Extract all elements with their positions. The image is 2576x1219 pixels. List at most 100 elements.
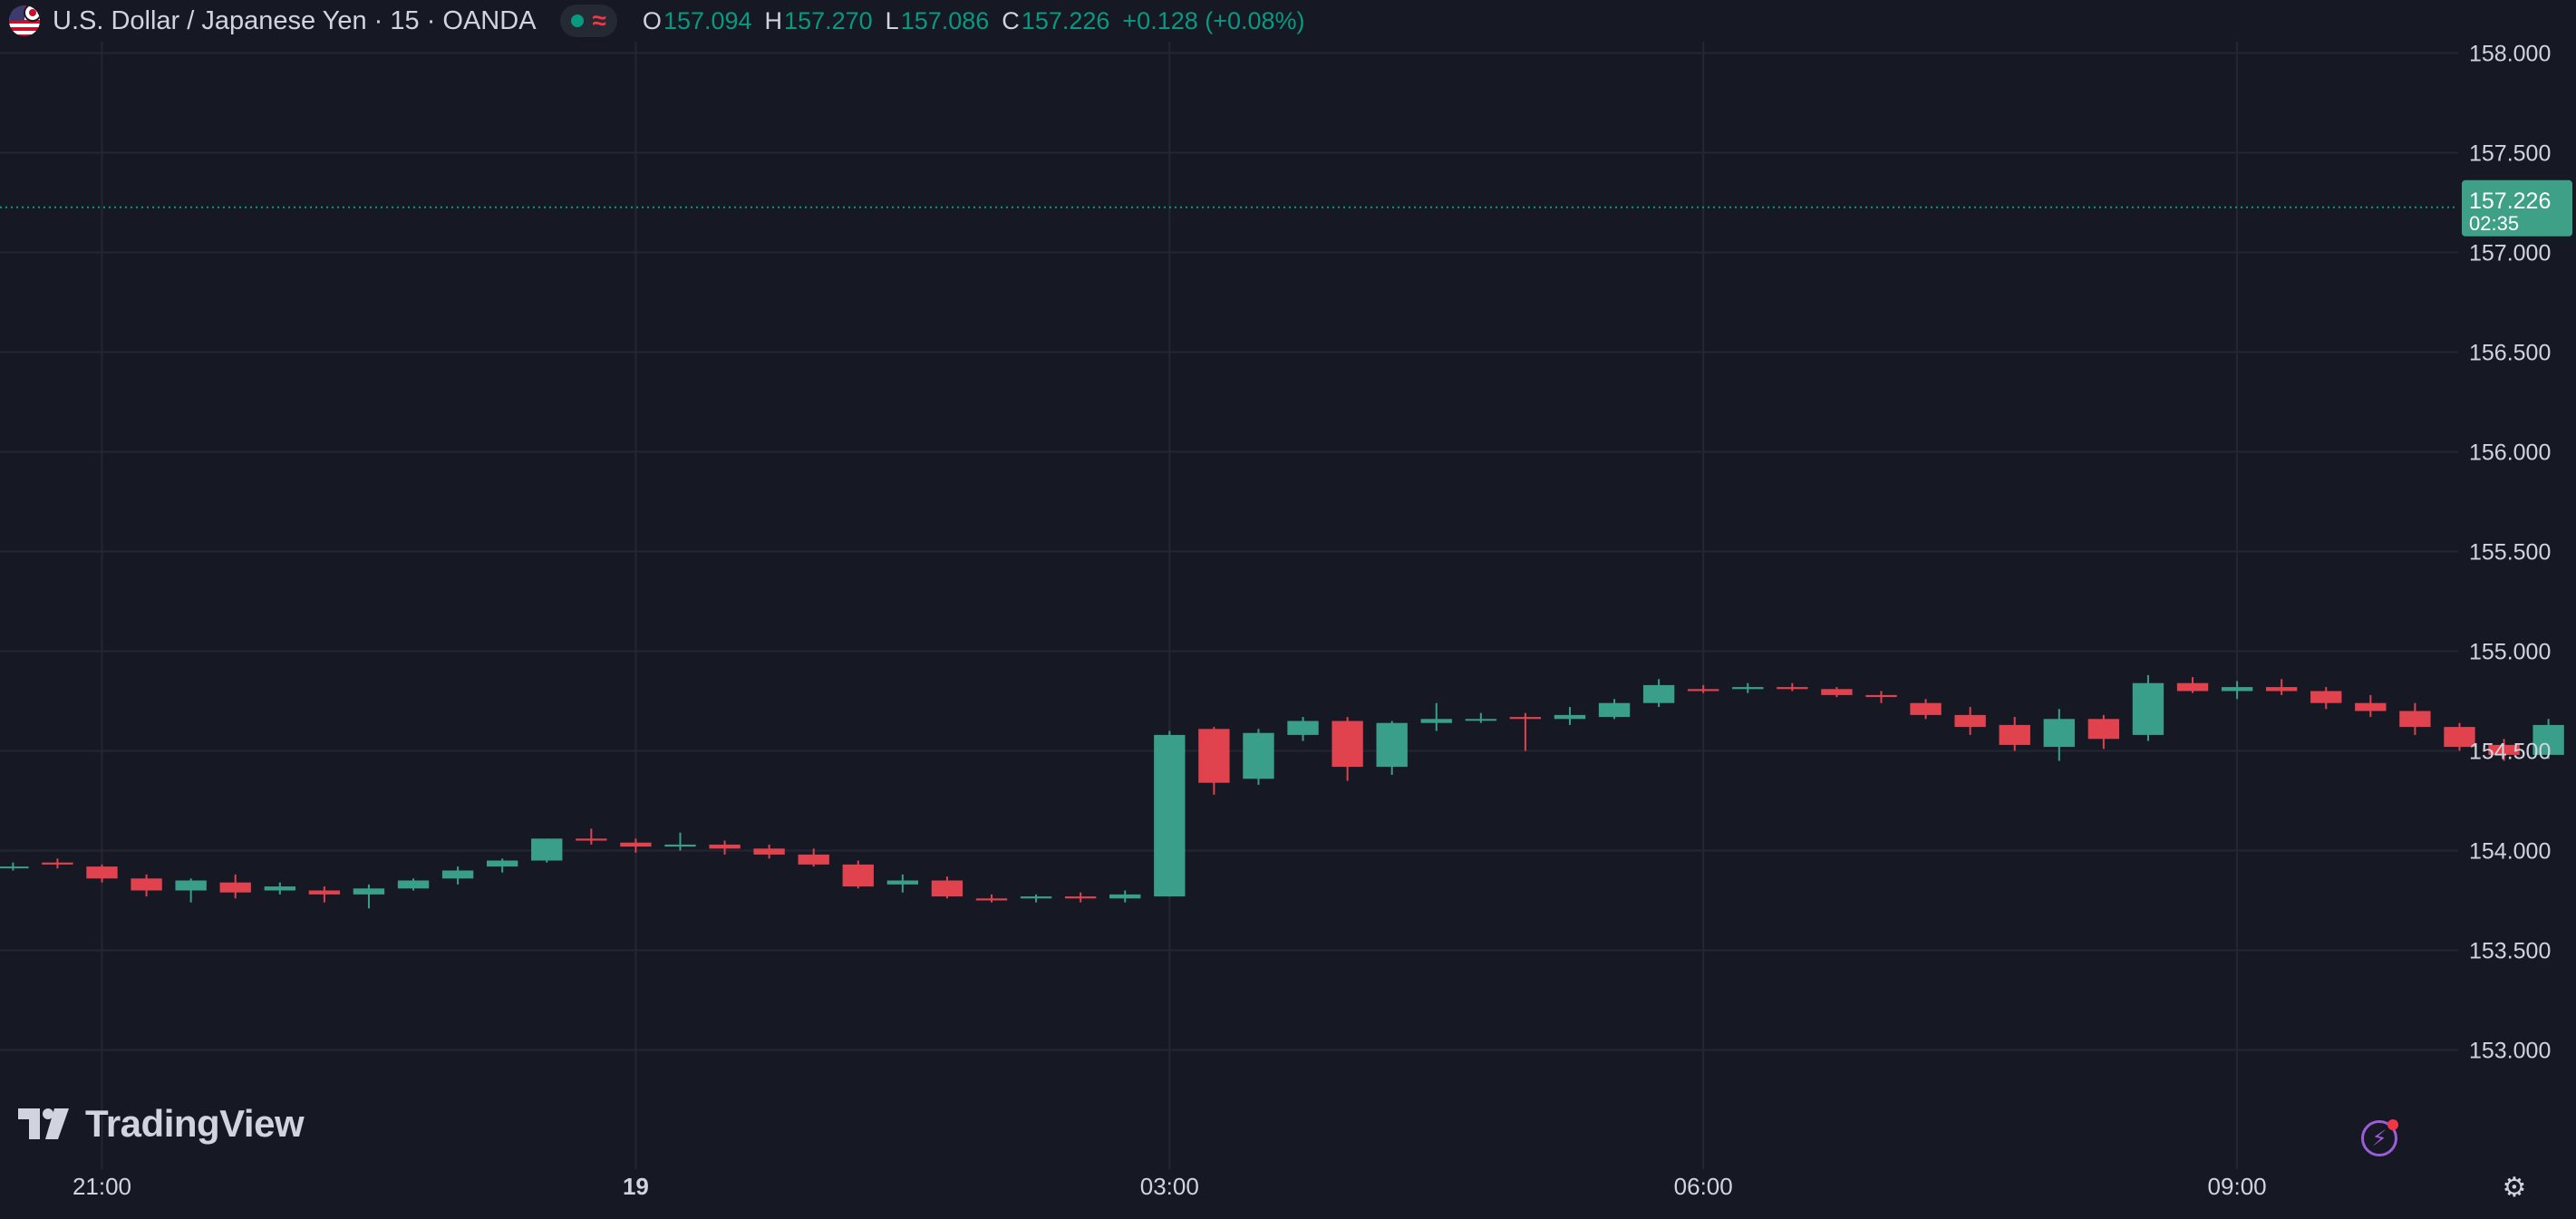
candle-body[interactable]: [2265, 687, 2298, 692]
candle-body[interactable]: [1465, 719, 1497, 721]
candle-up[interactable]: [486, 858, 518, 873]
candle-body[interactable]: [2355, 702, 2387, 711]
candle-down[interactable]: [2488, 739, 2520, 761]
candle-body[interactable]: [2310, 691, 2342, 703]
candle-up[interactable]: [1020, 894, 1052, 903]
candle-body[interactable]: [1243, 732, 1274, 779]
candle-down[interactable]: [842, 860, 874, 889]
candle-body[interactable]: [1198, 729, 1230, 783]
candle-body[interactable]: [753, 848, 785, 855]
candle-body[interactable]: [1064, 896, 1097, 899]
candle-body[interactable]: [842, 864, 874, 887]
candle-body[interactable]: [531, 838, 563, 861]
candle-up[interactable]: [1598, 699, 1631, 720]
candle-up[interactable]: [1554, 707, 1586, 725]
candle-body[interactable]: [975, 898, 1008, 901]
candle-body[interactable]: [2087, 719, 2120, 740]
candle-up[interactable]: [264, 882, 295, 895]
candle-down[interactable]: [975, 894, 1008, 903]
candle-body[interactable]: [1999, 724, 2030, 745]
candle-down[interactable]: [131, 874, 162, 897]
candle-up[interactable]: [441, 866, 474, 885]
symbol-title[interactable]: U.S. Dollar / Japanese Yen · 15 · OANDA: [53, 5, 537, 35]
candle-body[interactable]: [397, 880, 430, 889]
candle-down[interactable]: [1064, 892, 1097, 903]
candle-down[interactable]: [2399, 702, 2431, 735]
candle-body[interactable]: [1642, 684, 1675, 703]
candle-down[interactable]: [2444, 722, 2475, 751]
candle-down[interactable]: [1688, 684, 1719, 693]
candle-body[interactable]: [798, 854, 829, 865]
candle-down[interactable]: [1198, 727, 1230, 795]
candle-up[interactable]: [886, 874, 919, 893]
candle-body[interactable]: [1821, 689, 1853, 695]
candle-down[interactable]: [2355, 694, 2387, 718]
tradingview-logo[interactable]: TradingView: [18, 1102, 305, 1146]
candle-body[interactable]: [1732, 687, 1764, 690]
time-axis[interactable]: 21:001903:0006:0009:0012:0015:0018:0021:…: [73, 1173, 2576, 1200]
candle-down[interactable]: [576, 828, 607, 845]
candle-down[interactable]: [753, 844, 785, 859]
price-axis[interactable]: 158.000 157.500 157.000 156.500 156.000 155.5…: [2469, 42, 2551, 1064]
candles[interactable]: [0, 67, 2576, 923]
candle-body[interactable]: [1509, 717, 1542, 720]
market-status-pill[interactable]: ≈: [559, 5, 617, 37]
candle-up[interactable]: [664, 832, 696, 851]
candle-body[interactable]: [1154, 734, 1186, 897]
candle-body[interactable]: [1376, 722, 1408, 768]
candle-body[interactable]: [353, 888, 385, 895]
candle-down[interactable]: [42, 858, 73, 869]
candle-down[interactable]: [1910, 699, 1942, 720]
candle-body[interactable]: [1777, 687, 1808, 690]
candle-body[interactable]: [0, 866, 29, 869]
candle-down[interactable]: [1777, 682, 1808, 692]
candle-down[interactable]: [709, 840, 741, 855]
candle-body[interactable]: [576, 838, 607, 841]
candle-body[interactable]: [86, 866, 118, 879]
candle-body[interactable]: [219, 882, 251, 893]
candle-body[interactable]: [1020, 896, 1052, 899]
candle-down[interactable]: [1509, 712, 1542, 751]
candle-up[interactable]: [1154, 730, 1186, 897]
candle-body[interactable]: [1688, 689, 1719, 692]
candle-up[interactable]: [397, 878, 430, 891]
candle-up[interactable]: [2221, 681, 2253, 700]
candle-down[interactable]: [798, 848, 829, 867]
candle-body[interactable]: [2176, 682, 2209, 692]
candle-up[interactable]: [1732, 682, 1764, 693]
candle-down[interactable]: [1954, 707, 1986, 735]
candle-body[interactable]: [1954, 714, 1986, 728]
candle-body[interactable]: [1554, 714, 1586, 720]
candle-down[interactable]: [86, 864, 118, 883]
candle-body[interactable]: [2043, 719, 2075, 748]
candle-down[interactable]: [219, 874, 251, 899]
candle-up[interactable]: [175, 878, 207, 903]
candle-body[interactable]: [2488, 744, 2520, 755]
candle-body[interactable]: [1332, 721, 1363, 768]
candle-up[interactable]: [531, 838, 563, 863]
candle-body[interactable]: [486, 860, 518, 867]
candle-body[interactable]: [2532, 724, 2564, 755]
candle-down[interactable]: [308, 886, 341, 903]
candle-up[interactable]: [2132, 674, 2164, 741]
candle-up[interactable]: [1642, 679, 1675, 708]
candle-down[interactable]: [620, 838, 652, 853]
candle-body[interactable]: [2132, 682, 2164, 735]
candle-body[interactable]: [620, 842, 652, 847]
lightning-icon[interactable]: ⚡: [2361, 1119, 2398, 1156]
candle-body[interactable]: [1287, 721, 1319, 735]
candle-up[interactable]: [1465, 712, 1497, 723]
candle-down[interactable]: [2310, 687, 2342, 710]
candle-body[interactable]: [2399, 711, 2431, 728]
candle-up[interactable]: [0, 862, 29, 871]
candle-body[interactable]: [131, 878, 162, 891]
candle-body[interactable]: [1109, 894, 1141, 899]
candle-body[interactable]: [42, 862, 73, 865]
candle-down[interactable]: [2087, 714, 2120, 750]
candle-body[interactable]: [2444, 727, 2475, 748]
candle-body[interactable]: [441, 870, 474, 879]
candle-down[interactable]: [2176, 677, 2209, 693]
candle-body[interactable]: [264, 886, 295, 891]
